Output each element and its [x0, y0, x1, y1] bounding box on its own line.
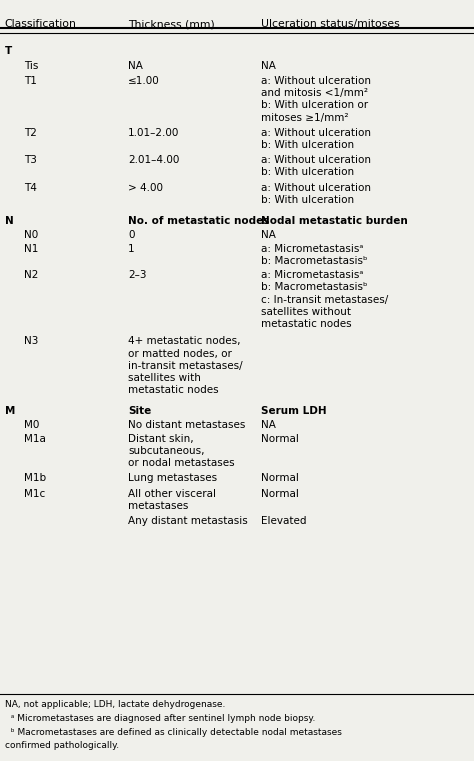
- Text: NA: NA: [128, 61, 143, 71]
- Text: Site: Site: [128, 406, 151, 416]
- Text: Nodal metastatic burden: Nodal metastatic burden: [261, 216, 408, 226]
- Text: satellites with: satellites with: [128, 373, 201, 383]
- Text: confirmed pathologically.: confirmed pathologically.: [5, 741, 119, 750]
- Text: 2–3: 2–3: [128, 270, 146, 280]
- Text: mitoses ≥1/mm²: mitoses ≥1/mm²: [261, 113, 348, 123]
- Text: metastatic nodes: metastatic nodes: [261, 319, 351, 329]
- Text: or nodal metastases: or nodal metastases: [128, 458, 235, 468]
- Text: M: M: [5, 406, 15, 416]
- Text: Distant skin,: Distant skin,: [128, 434, 193, 444]
- Text: b: Macrometastasisᵇ: b: Macrometastasisᵇ: [261, 282, 367, 292]
- Text: N2: N2: [24, 270, 38, 280]
- Text: T: T: [5, 46, 12, 56]
- Text: a: Without ulceration: a: Without ulceration: [261, 128, 371, 138]
- Text: Serum LDH: Serum LDH: [261, 406, 326, 416]
- Text: a: Micrometastasisᵃ: a: Micrometastasisᵃ: [261, 244, 363, 253]
- Text: M1c: M1c: [24, 489, 45, 498]
- Text: Classification: Classification: [5, 19, 77, 29]
- Text: M1a: M1a: [24, 434, 46, 444]
- Text: a: Without ulceration: a: Without ulceration: [261, 155, 371, 165]
- Text: NA, not applicable; LDH, lactate dehydrogenase.: NA, not applicable; LDH, lactate dehydro…: [5, 700, 225, 709]
- Text: NA: NA: [261, 230, 275, 240]
- Text: b: Macrometastasisᵇ: b: Macrometastasisᵇ: [261, 256, 367, 266]
- Text: All other visceral: All other visceral: [128, 489, 216, 498]
- Text: metastatic nodes: metastatic nodes: [128, 385, 219, 395]
- Text: Tis: Tis: [24, 61, 38, 71]
- Text: ᵃ Micrometastases are diagnosed after sentinel lymph node biopsy.: ᵃ Micrometastases are diagnosed after se…: [5, 714, 315, 723]
- Text: 0: 0: [128, 230, 135, 240]
- Text: NA: NA: [261, 61, 275, 71]
- Text: ᵇ Macrometastases are defined as clinically detectable nodal metastases: ᵇ Macrometastases are defined as clinica…: [5, 728, 342, 737]
- Text: 2.01–4.00: 2.01–4.00: [128, 155, 179, 165]
- Text: M1b: M1b: [24, 473, 46, 483]
- Text: Normal: Normal: [261, 489, 299, 498]
- Text: Ulceration status/mitoses: Ulceration status/mitoses: [261, 19, 400, 29]
- Text: and mitosis <1/mm²: and mitosis <1/mm²: [261, 88, 368, 98]
- Text: metastases: metastases: [128, 501, 188, 511]
- Text: Normal: Normal: [261, 434, 299, 444]
- Text: No distant metastases: No distant metastases: [128, 420, 246, 430]
- Text: NA: NA: [261, 420, 275, 430]
- Text: or matted nodes, or: or matted nodes, or: [128, 349, 232, 358]
- Text: N3: N3: [24, 336, 38, 346]
- Text: T2: T2: [24, 128, 36, 138]
- Text: ≤1.00: ≤1.00: [128, 76, 160, 86]
- Text: N1: N1: [24, 244, 38, 253]
- Text: Lung metastases: Lung metastases: [128, 473, 217, 483]
- Text: 4+ metastatic nodes,: 4+ metastatic nodes,: [128, 336, 240, 346]
- Text: > 4.00: > 4.00: [128, 183, 163, 193]
- Text: T4: T4: [24, 183, 36, 193]
- Text: Normal: Normal: [261, 473, 299, 483]
- Text: b: With ulceration: b: With ulceration: [261, 140, 354, 150]
- Text: T3: T3: [24, 155, 36, 165]
- Text: Thickness (mm): Thickness (mm): [128, 19, 215, 29]
- Text: b: With ulceration: b: With ulceration: [261, 195, 354, 205]
- Text: No. of metastatic nodes: No. of metastatic nodes: [128, 216, 269, 226]
- Text: a: Without ulceration: a: Without ulceration: [261, 76, 371, 86]
- Text: N: N: [5, 216, 13, 226]
- Text: N0: N0: [24, 230, 38, 240]
- Text: M0: M0: [24, 420, 39, 430]
- Text: b: With ulceration or: b: With ulceration or: [261, 100, 368, 110]
- Text: c: In-transit metastases/: c: In-transit metastases/: [261, 295, 388, 304]
- Text: in-transit metastases/: in-transit metastases/: [128, 361, 243, 371]
- Text: Elevated: Elevated: [261, 516, 306, 526]
- Text: T1: T1: [24, 76, 36, 86]
- Text: b: With ulceration: b: With ulceration: [261, 167, 354, 177]
- Text: 1: 1: [128, 244, 135, 253]
- Text: a: Micrometastasisᵃ: a: Micrometastasisᵃ: [261, 270, 363, 280]
- Text: Any distant metastasis: Any distant metastasis: [128, 516, 248, 526]
- Text: a: Without ulceration: a: Without ulceration: [261, 183, 371, 193]
- Text: satellites without: satellites without: [261, 307, 351, 317]
- Text: subcutaneous,: subcutaneous,: [128, 446, 204, 456]
- Text: 1.01–2.00: 1.01–2.00: [128, 128, 179, 138]
